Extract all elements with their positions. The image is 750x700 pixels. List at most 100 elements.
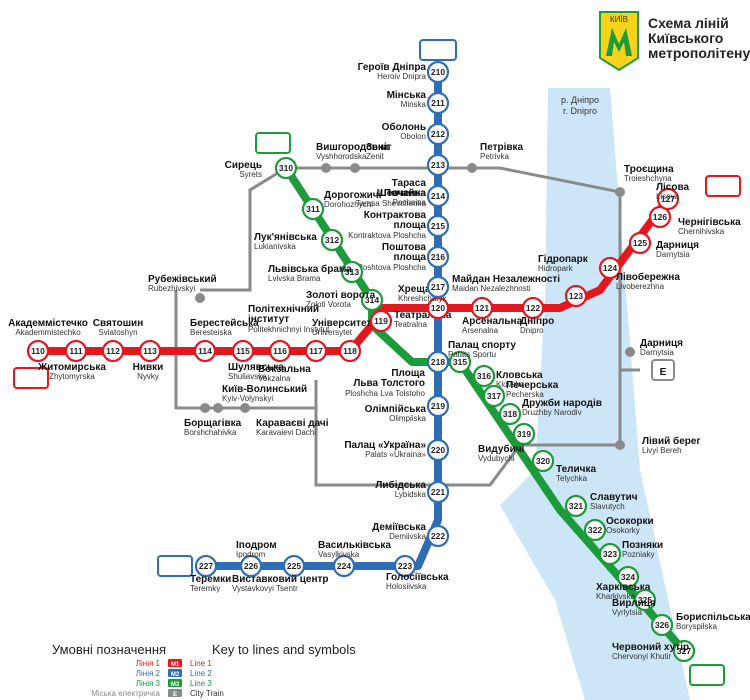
station-name: Теличка (556, 464, 596, 475)
legend-item-en: Line 1 (190, 659, 212, 668)
station-name-part: інститут (248, 314, 289, 325)
station-marker (26, 339, 50, 363)
city-train-station-name: Петрівка (480, 142, 524, 153)
station-name: Шулявська (228, 362, 284, 373)
station-name: Харківська (596, 582, 651, 593)
station-name: Деміївська (372, 522, 426, 533)
city-train-station-latin: Kyiv-Volynskyi (222, 394, 273, 403)
city-train-station-latin: Darnytsia (640, 348, 674, 357)
station-marker (512, 422, 536, 446)
station-number: 112 (106, 346, 120, 356)
station-name-latin: Boryspilska (676, 622, 717, 631)
legend-item-en: Line 2 (190, 669, 212, 678)
station-number: 210 (431, 67, 445, 77)
station-name: Палац спорту (448, 340, 516, 351)
station-number: 124 (603, 263, 617, 273)
station-number: 324 (621, 572, 635, 582)
station-marker (301, 197, 325, 221)
station-name-latin: Vokzalna (258, 374, 291, 383)
station-number: 310 (279, 163, 293, 173)
station-116[interactable]: 116 ПолітехнічнийінститутPolitekhnichnyi … (248, 304, 330, 363)
station-name: Позняки (622, 540, 663, 551)
station-number: 312 (325, 235, 339, 245)
station-220[interactable]: 220 Палац «Україна»Palats «Ukraina» (344, 438, 450, 462)
station-name-latin: Holosiivska (386, 582, 427, 591)
river-label-en: r. Dnipro (563, 106, 597, 116)
badge-m1-east-label: M1 (713, 178, 734, 195)
city-train-station-latin: Borshchahivka (184, 428, 237, 437)
legend-badge-label: M1 (171, 662, 180, 668)
station-marker (564, 494, 588, 518)
station-name: Львівська брама (268, 263, 352, 275)
station-number: 314 (365, 295, 379, 305)
station-name-part: Тараса (392, 178, 427, 189)
station-marker (268, 339, 292, 363)
station-name-latin: Zoloti Vorota (306, 300, 351, 309)
city-train-marker (321, 163, 331, 173)
station-number: 212 (431, 129, 445, 139)
